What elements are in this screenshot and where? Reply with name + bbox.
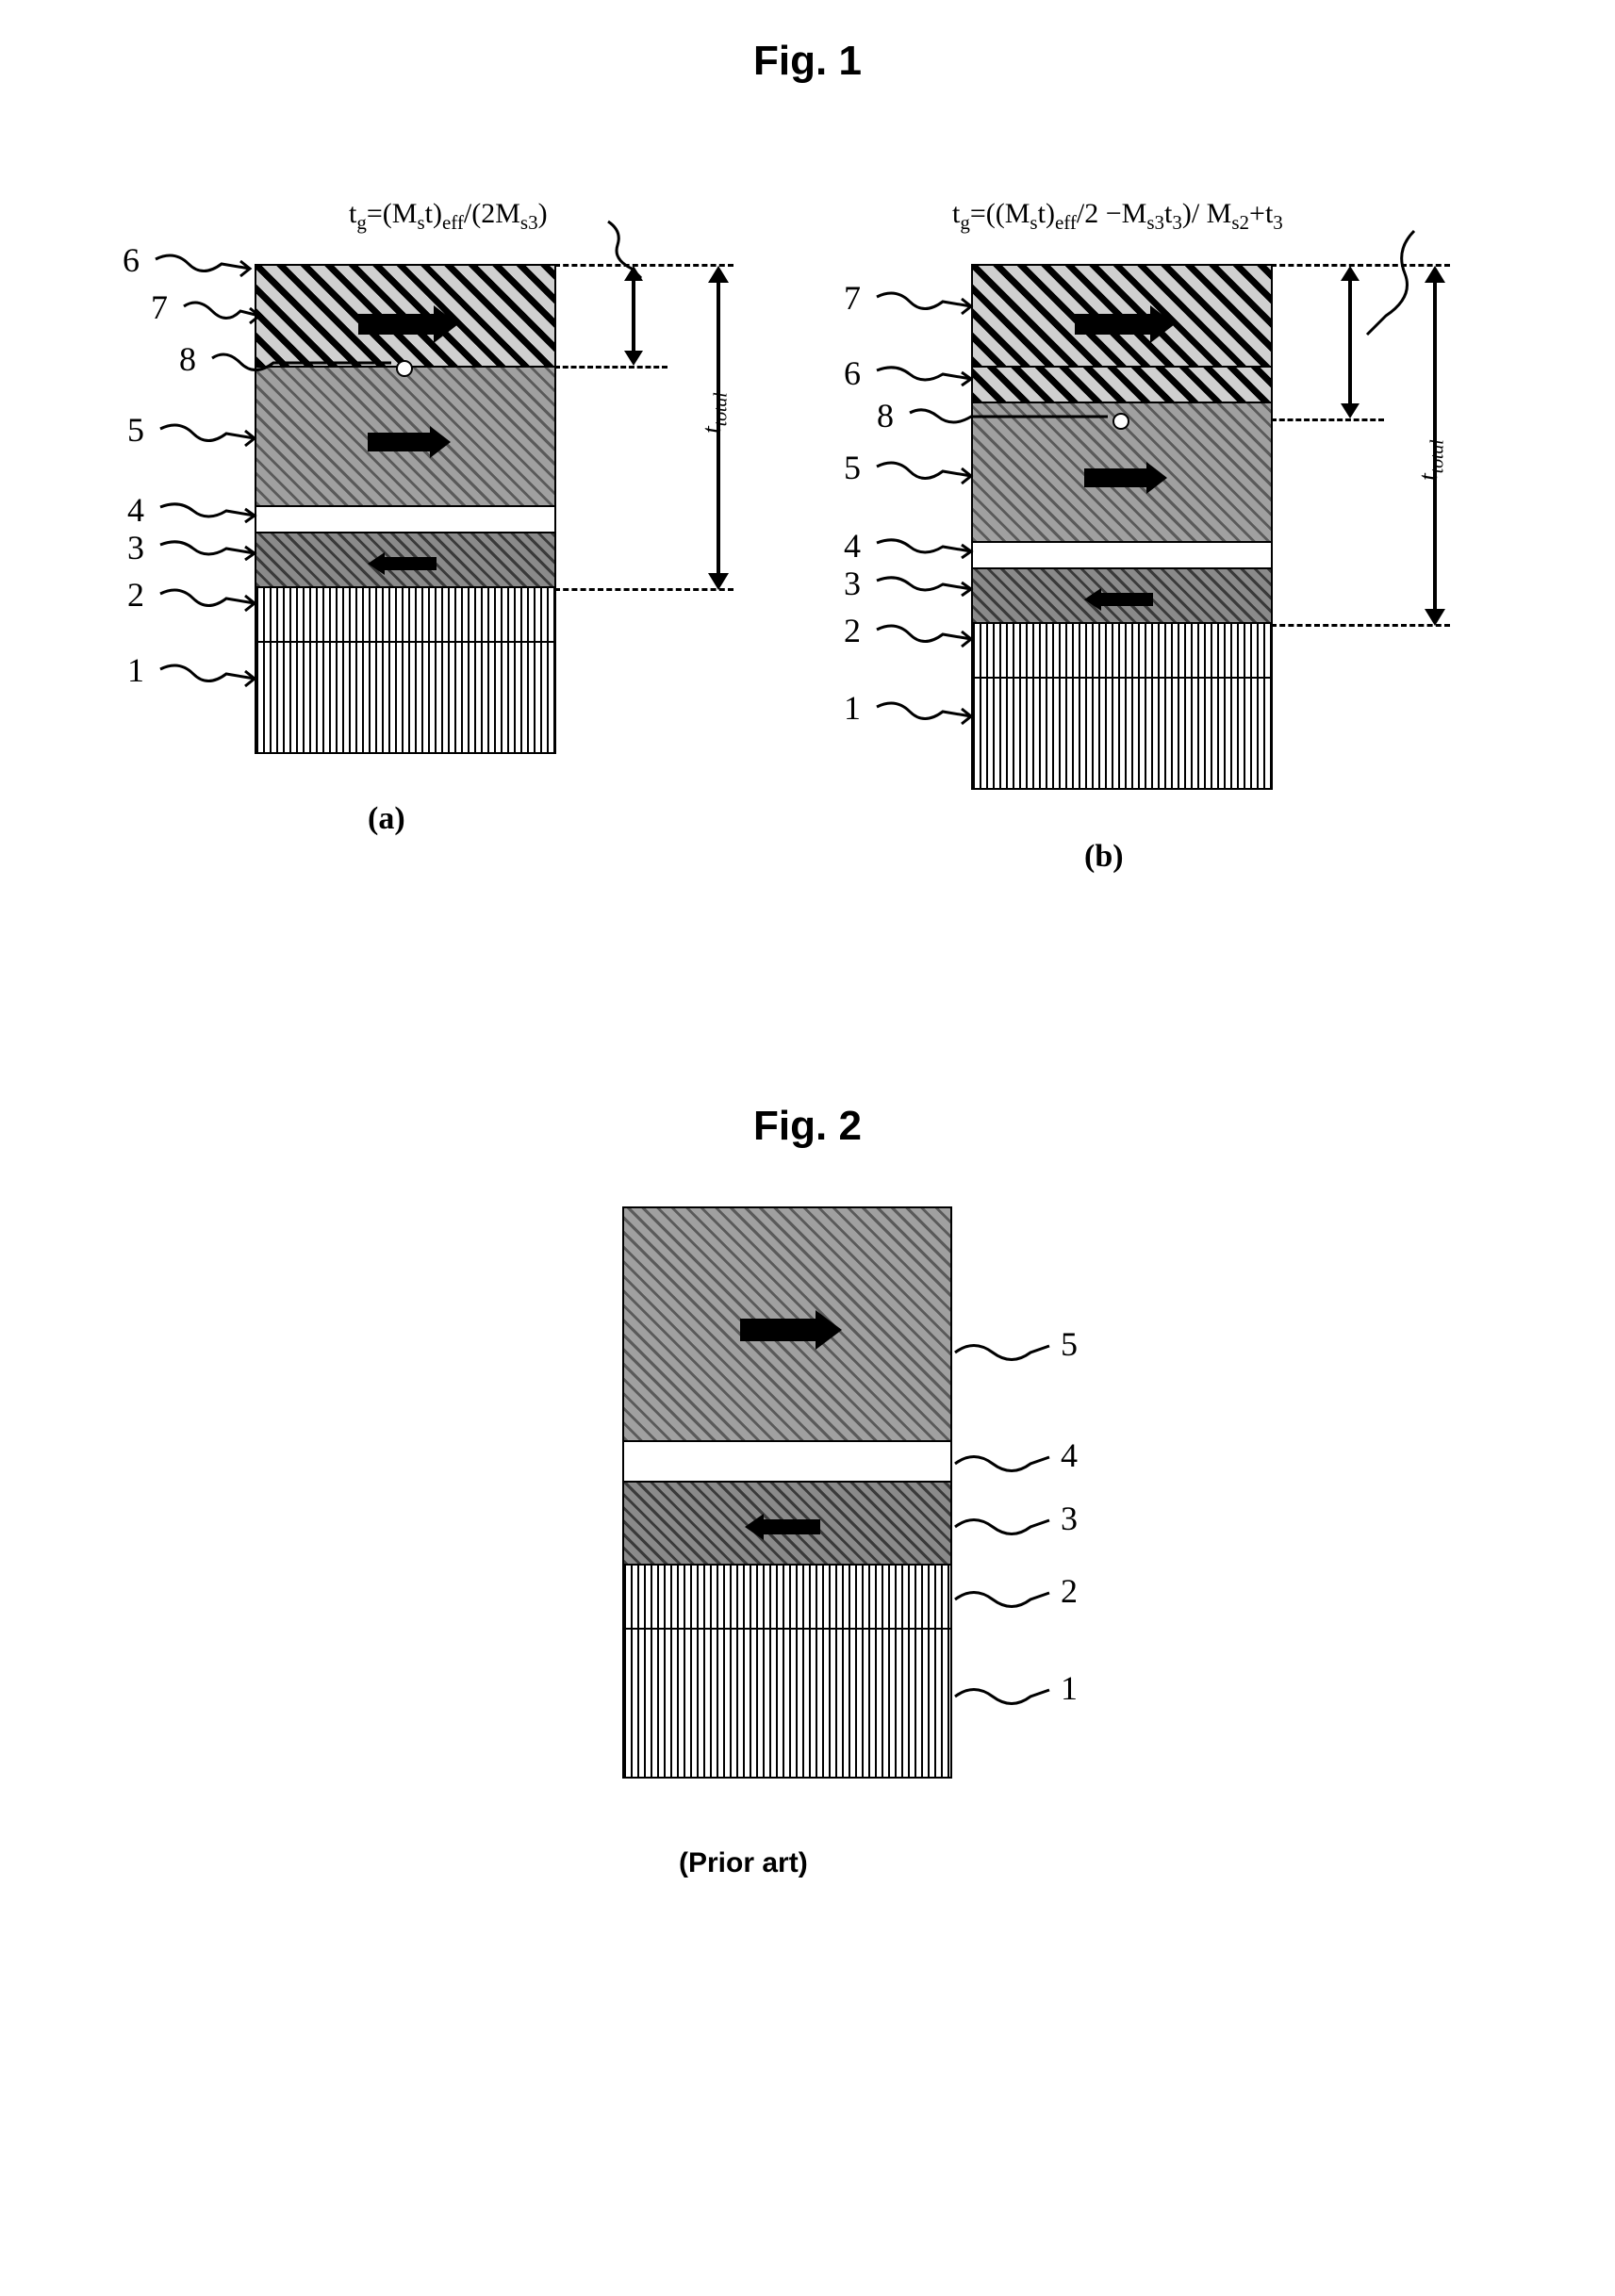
- fig1-b-arrow-mid: [1084, 462, 1167, 494]
- fig1-wrap: tg=(Mst)eff/(2Ms3): [38, 198, 1577, 971]
- fig2-arrow-top: [740, 1310, 842, 1350]
- squiggle-icon: [156, 500, 259, 523]
- fig1-a-label-8: 8: [179, 339, 196, 379]
- squiggle-icon: [872, 535, 976, 559]
- fig1-b-label-7: 7: [844, 278, 861, 318]
- fig1-a-stack: [255, 264, 556, 763]
- fig2-layer4: [622, 1440, 952, 1483]
- fig1-a-label-5: 5: [127, 410, 144, 450]
- fig2-label-4: 4: [1061, 1435, 1078, 1475]
- squiggle-icon: [872, 287, 976, 316]
- fig1-a-dash-mid: [554, 366, 667, 369]
- fig1-a-label-7: 7: [151, 287, 168, 327]
- fig1-b-label-1: 1: [844, 688, 861, 728]
- fig1-b-label-8: 8: [877, 396, 894, 435]
- squiggle-icon: [950, 1682, 1054, 1711]
- fig1-a-tg-dn: [624, 351, 643, 366]
- fig1-b-center-dot: [1112, 413, 1129, 430]
- squiggle-icon: [872, 697, 976, 726]
- fig2-stack: [622, 1206, 952, 1786]
- fig1-a-ttotal-dn: [708, 573, 729, 590]
- fig1-a-ttotal-label: ttotal: [698, 392, 733, 434]
- fig1-a-label-3: 3: [127, 528, 144, 567]
- fig1-a-arrow-l3: [368, 552, 437, 575]
- fig1-a-arrow-mid: [368, 426, 451, 458]
- fig1-b-layer4: [971, 541, 1273, 569]
- fig1-a-arrow-top: [358, 305, 458, 343]
- fig1-b-label-3: 3: [844, 564, 861, 603]
- squiggle-icon: [950, 1585, 1054, 1614]
- squiggle-icon: [872, 573, 976, 597]
- fig1-a-layer1: [255, 641, 556, 754]
- fig1-b-dash-mid: [1271, 418, 1384, 421]
- fig2-layer1: [622, 1628, 952, 1779]
- fig1-a-layer2: [255, 586, 556, 643]
- fig2-label-5: 5: [1061, 1324, 1078, 1364]
- fig1-b-layer1: [971, 677, 1273, 790]
- squiggle-icon: [905, 405, 1112, 429]
- fig1-a-layer4: [255, 505, 556, 533]
- squiggle-icon: [950, 1513, 1054, 1541]
- squiggle-icon: [950, 1338, 1054, 1367]
- squiggle-icon: [872, 620, 976, 648]
- fig1-b-label-5: 5: [844, 448, 861, 487]
- fig1-a-center-dot: [396, 360, 413, 377]
- fig2-label-3: 3: [1061, 1499, 1078, 1538]
- squiggle-icon: [156, 419, 259, 448]
- fig1-a-caption: (a): [368, 801, 405, 837]
- fig1-formula-a: tg=(Mst)eff/(2Ms3): [349, 198, 548, 235]
- squiggle-icon: [179, 297, 264, 325]
- squiggle-icon: [156, 660, 259, 688]
- fig1-formula-b: tg=((Mst)eff/2 −Ms3t3)/ Ms2+t3: [952, 198, 1283, 235]
- squiggle-icon: [872, 363, 976, 386]
- squiggle-icon: [872, 457, 976, 485]
- fig1-a-ttotal-up: [708, 266, 729, 283]
- fig1-a-label-1: 1: [127, 650, 144, 690]
- squiggle-icon: [156, 537, 259, 561]
- fig2-prior-art: (Prior art): [679, 1847, 808, 1879]
- fig1-a-tg-line: [632, 273, 635, 356]
- fig1-b-layer6: [971, 366, 1273, 403]
- fig1-a-label-2: 2: [127, 575, 144, 615]
- fig1-title: Fig. 1: [38, 38, 1577, 85]
- fig2-arrow-l3: [745, 1514, 820, 1540]
- fig1-b-ttotal-label: ttotal: [1414, 439, 1449, 481]
- fig1-b-label-6: 6: [844, 353, 861, 393]
- fig1-b-label-2: 2: [844, 611, 861, 650]
- fig2-title: Fig. 2: [38, 1103, 1577, 1150]
- fig2-layer2: [622, 1564, 952, 1630]
- squiggle-icon: [950, 1450, 1054, 1478]
- fig1-b-tg-up: [1341, 266, 1360, 281]
- squiggle-icon: [156, 584, 259, 613]
- page: Fig. 1 tg=(Mst)eff/(2Ms3): [38, 38, 1577, 1960]
- squiggle-icon: [151, 250, 255, 278]
- fig1-b-tg-line: [1348, 273, 1352, 409]
- fig1-b-tg-dn: [1341, 403, 1360, 418]
- fig2-wrap: 5 4 3 2 1 (Prior art): [38, 1206, 1577, 1960]
- fig1-b-ttotal-dn: [1425, 609, 1445, 626]
- fig1-b-dash-bot: [1271, 624, 1450, 627]
- fig1-a-formula-squiggle: [603, 217, 660, 283]
- fig1-a-label-4: 4: [127, 490, 144, 530]
- squiggle-icon: [207, 349, 396, 377]
- fig1-a-label-6: 6: [123, 240, 140, 280]
- fig2-label-2: 2: [1061, 1571, 1078, 1611]
- fig1-b-caption: (b): [1084, 839, 1124, 875]
- fig1-b-formula-squiggle: [1358, 226, 1433, 339]
- fig1-b-arrow-l3: [1084, 588, 1153, 611]
- fig1-b-arrow-top: [1075, 305, 1175, 343]
- fig2-label-1: 1: [1061, 1668, 1078, 1708]
- fig1-a-dash-bot: [554, 588, 733, 591]
- fig1-b-label-4: 4: [844, 526, 861, 566]
- fig1-b-layer2: [971, 622, 1273, 679]
- fig1-b-stack: [971, 264, 1273, 801]
